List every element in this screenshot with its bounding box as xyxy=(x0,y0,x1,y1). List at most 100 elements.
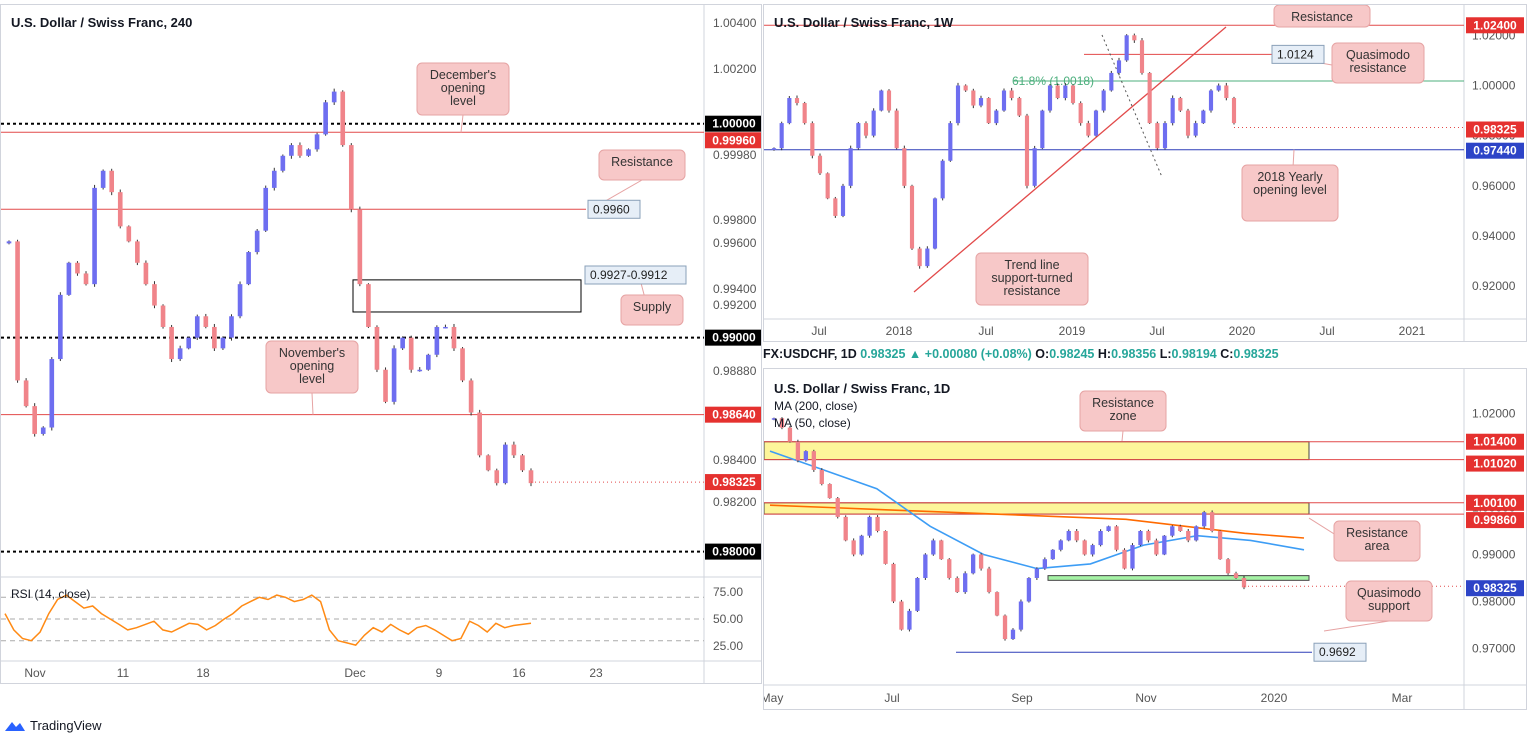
zone-yellow xyxy=(764,441,1310,461)
candle-body xyxy=(1122,549,1127,569)
callout-december-text: December's xyxy=(430,68,496,82)
candle-body xyxy=(1114,526,1119,550)
chart-daily-panel[interactable]: 1.020001.000000.990000.980000.970001.014… xyxy=(763,368,1527,710)
tradingview-logo-icon xyxy=(5,721,25,731)
candle-body xyxy=(915,577,920,611)
candle-body xyxy=(49,359,55,428)
candle-body xyxy=(511,444,517,456)
candle-body xyxy=(939,540,944,560)
callout-w-quasimodo-text: Quasimodo xyxy=(1346,48,1410,62)
ma200-line xyxy=(769,504,1305,539)
callout-w-trend-text: resistance xyxy=(1004,284,1061,298)
candle-body xyxy=(787,427,793,442)
price-tag-w-2-bg xyxy=(1466,142,1524,159)
candle-body xyxy=(1241,577,1247,588)
candle-body xyxy=(117,192,123,227)
callout-d-area-text: area xyxy=(1364,539,1389,553)
candle-body xyxy=(1001,90,1007,111)
candle-body xyxy=(1216,85,1221,91)
candle-body xyxy=(143,262,149,285)
candle-body xyxy=(871,110,876,136)
candle-body xyxy=(817,155,823,174)
candle-body xyxy=(289,145,294,156)
candle-body xyxy=(1040,110,1045,149)
chart-weekly-svg[interactable]: 1.020001.000000.980000.960000.940000.920… xyxy=(764,5,1527,342)
chart-4h-svg[interactable]: 1.00400 1.00200 0.99980 0.99800 0.99600 0.994… xyxy=(1,5,762,684)
candle-body xyxy=(909,185,915,249)
ma200-label: MA (200, close) xyxy=(774,399,858,413)
price-tag-d-0: 1.01400 xyxy=(1473,435,1517,449)
candle-body xyxy=(109,170,115,193)
candle-body xyxy=(1009,90,1014,99)
rsi-label: RSI (14, close) xyxy=(11,587,91,601)
candle-body xyxy=(503,444,508,484)
candle-body xyxy=(1055,85,1060,99)
rsi-tick: 75.00 xyxy=(713,585,743,599)
candle-body xyxy=(771,148,777,150)
callout-w-quasimodo-text: resistance xyxy=(1350,61,1407,75)
quote-high-label: H: xyxy=(1097,347,1112,361)
callout-w-resistance-box xyxy=(1273,5,1371,28)
callout-november-text: level xyxy=(299,372,325,386)
price-tag-d-0-bg xyxy=(1466,433,1524,450)
price-tick: 1.02000 xyxy=(1472,407,1516,421)
x-tick: Jul xyxy=(1149,324,1164,338)
candle-body xyxy=(925,248,930,267)
candle-body xyxy=(940,160,945,199)
tradingview-brand[interactable]: TradingView xyxy=(4,718,102,733)
candle-body xyxy=(186,337,192,349)
candle-body xyxy=(1090,545,1095,555)
chart-weekly-panel[interactable]: 1.020001.000000.980000.960000.940000.920… xyxy=(763,4,1527,342)
box-0960-box xyxy=(587,199,641,219)
candle-body xyxy=(1186,531,1191,541)
box-1124: 1.0124 xyxy=(1277,47,1314,61)
candle-body xyxy=(1170,98,1175,124)
price-tag-3: 0.98640 xyxy=(712,408,756,422)
candle-body xyxy=(1026,577,1032,602)
candle-body xyxy=(771,418,777,420)
candle-body xyxy=(237,284,243,317)
candle-body xyxy=(280,155,286,171)
callout-d-qm-pointer xyxy=(1323,620,1390,632)
candle-body xyxy=(994,110,999,124)
candle-body xyxy=(907,610,912,630)
callout-supply-text: Supply xyxy=(633,300,672,314)
callout-w-yearly-text: opening level xyxy=(1253,183,1327,197)
candle-body xyxy=(1018,601,1024,630)
price-tag-2-bg xyxy=(705,329,761,346)
candle-body xyxy=(978,554,984,569)
ma50-label: MA (50, close) xyxy=(774,416,851,430)
callout-d-zone-text: zone xyxy=(1109,409,1136,423)
price-tick: 0.99800 xyxy=(713,213,757,227)
x-tick: Nov xyxy=(1135,691,1156,705)
callout-d-area-text: Resistance xyxy=(1346,526,1408,540)
candle-body xyxy=(794,98,800,104)
candle-body xyxy=(194,316,200,338)
price-tick: 0.99400 xyxy=(713,282,757,296)
chart-weekly-title: U.S. Dollar / Swiss Franc, 1W xyxy=(774,15,954,30)
price-tick: 0.98200 xyxy=(713,495,757,509)
candle-body xyxy=(963,573,968,593)
candle-body xyxy=(1233,573,1239,578)
x-tick: 9 xyxy=(436,666,443,680)
candle-body xyxy=(978,98,984,106)
chart-daily-svg[interactable]: 1.020001.000000.990000.980000.970001.014… xyxy=(764,369,1527,710)
candle-body xyxy=(1201,110,1206,124)
quote-change: +0.00080 (+0.08%) xyxy=(924,347,1032,361)
callout-d-qm-box xyxy=(1345,580,1433,622)
quote-symbol: FX:USDCHF, 1D xyxy=(763,347,857,361)
candle-body xyxy=(477,412,482,456)
price-tag-0: 1.00000 xyxy=(712,117,756,131)
candle-body xyxy=(856,123,861,149)
chart-4h-panel[interactable]: 1.00400 1.00200 0.99980 0.99800 0.99600 0.994… xyxy=(0,4,762,684)
candle-body xyxy=(1101,90,1106,111)
price-tick: 0.98000 xyxy=(1472,594,1516,608)
candle-body xyxy=(891,563,896,602)
callout-w-quasimodo-box xyxy=(1331,42,1425,84)
candle-body xyxy=(955,577,960,593)
candle-body xyxy=(374,326,380,370)
x-tick: Jul xyxy=(1319,324,1334,338)
candle-body xyxy=(254,230,260,253)
candle-body xyxy=(229,316,234,338)
candle-body xyxy=(971,90,976,106)
